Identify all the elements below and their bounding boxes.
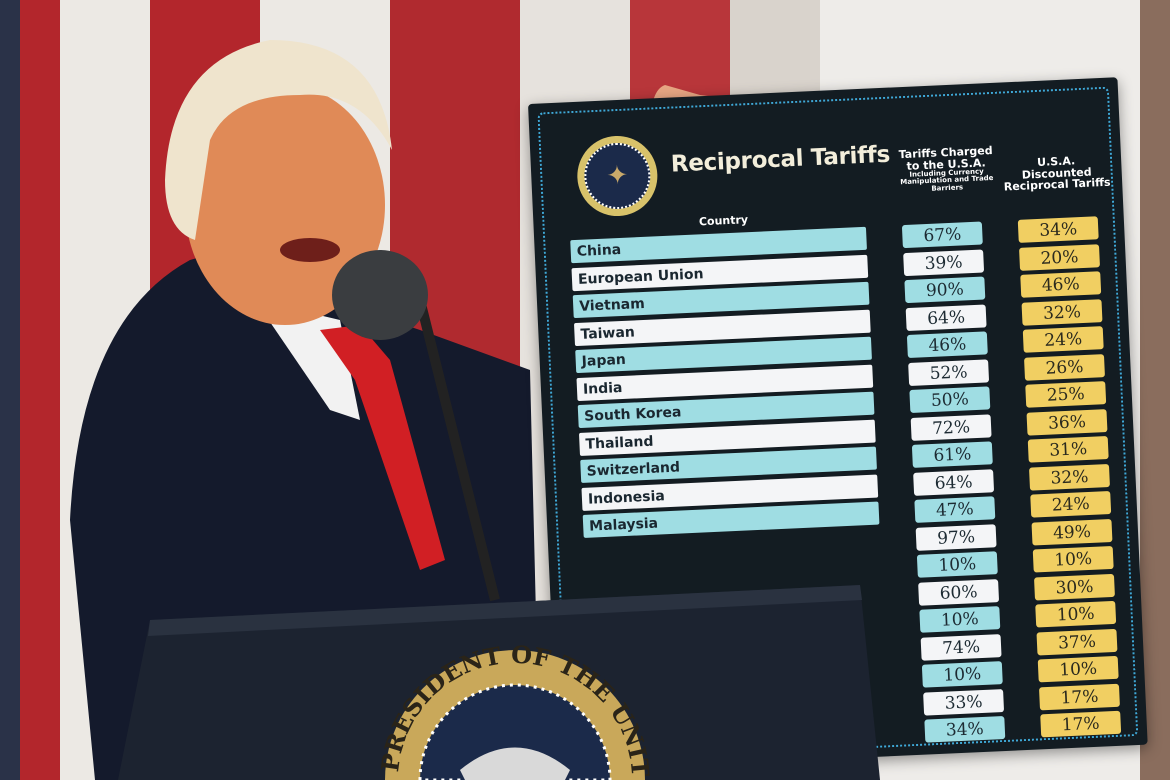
hair [165,40,392,240]
microphone-icon [332,250,428,340]
flag-stripe [0,0,20,780]
podium-top-edge [148,585,862,636]
red-tie [320,325,445,570]
flag-stripe [20,0,60,780]
mouth [280,238,340,262]
wall-edge [1140,0,1170,780]
seal-eagle [460,747,570,780]
mic-stand [415,298,500,602]
face [185,85,385,325]
